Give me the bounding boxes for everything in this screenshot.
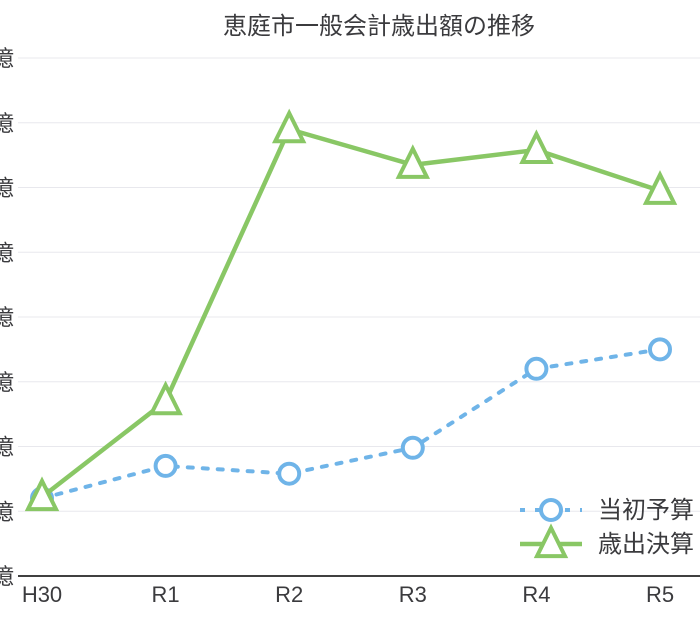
y-tick-label: 億 xyxy=(0,435,14,460)
chart-container: 恵庭市一般会計歳出額の推移億億億億億億億億億H30R1R2R3R4R5当初予算歳… xyxy=(0,0,700,626)
y-tick-label: 億 xyxy=(0,305,14,330)
legend-label-settlement: 歳出決算 xyxy=(598,531,694,558)
y-tick-label: 億 xyxy=(0,240,14,265)
marker-settlement xyxy=(275,113,303,141)
marker-settlement xyxy=(522,134,550,162)
marker-budget xyxy=(650,339,670,359)
x-tick-label: H30 xyxy=(22,582,62,607)
legend-marker-budget xyxy=(541,500,561,520)
y-tick-label: 億 xyxy=(0,111,14,136)
marker-budget xyxy=(156,456,176,476)
x-tick-label: R5 xyxy=(646,582,674,607)
x-tick-label: R2 xyxy=(275,582,303,607)
y-tick-label: 億 xyxy=(0,499,14,524)
y-tick-label: 億 xyxy=(0,176,14,201)
line-chart: 恵庭市一般会計歳出額の推移億億億億億億億億億H30R1R2R3R4R5当初予算歳… xyxy=(0,0,700,626)
marker-budget xyxy=(526,359,546,379)
x-tick-label: R3 xyxy=(399,582,427,607)
marker-budget xyxy=(403,438,423,458)
chart-title: 恵庭市一般会計歳出額の推移 xyxy=(223,13,535,40)
legend-label-budget: 当初予算 xyxy=(598,497,694,524)
series-line-settlement xyxy=(42,129,660,497)
marker-settlement xyxy=(152,385,180,413)
x-tick-label: R1 xyxy=(152,582,180,607)
marker-budget xyxy=(279,464,299,484)
y-tick-label: 億 xyxy=(0,46,14,71)
y-tick-label: 億 xyxy=(0,370,14,395)
y-tick-label: 億 xyxy=(0,564,14,589)
x-tick-label: R4 xyxy=(522,582,550,607)
